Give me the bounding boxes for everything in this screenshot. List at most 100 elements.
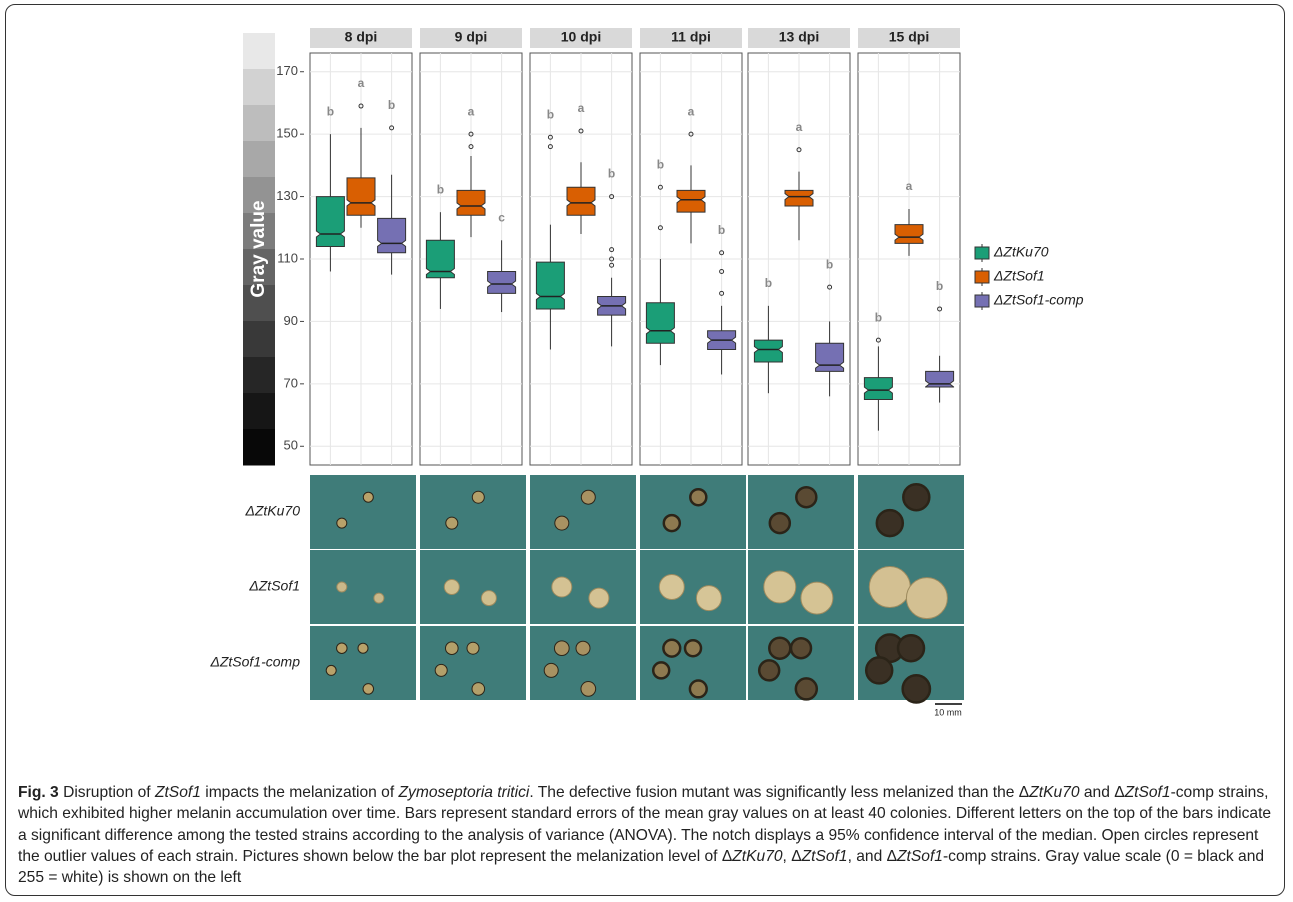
significance-letter: a — [906, 179, 913, 193]
colony — [472, 491, 484, 503]
caption-text: ZtSof1 — [802, 848, 848, 865]
colony — [446, 517, 458, 529]
plate-photo — [530, 475, 636, 549]
significance-letter: b — [388, 98, 395, 112]
colony — [446, 642, 459, 655]
gray-scale-block — [243, 105, 275, 142]
box — [646, 303, 674, 344]
colony — [552, 577, 572, 597]
y-tick-label: 130 — [276, 188, 298, 203]
colony — [906, 578, 947, 619]
facet-label: 10 dpi — [561, 29, 601, 45]
plate-photo — [420, 550, 526, 624]
caption-text: ZtSof1 — [1125, 784, 1171, 801]
plate-photo — [748, 475, 854, 549]
colony — [869, 567, 910, 608]
y-tick-label: 150 — [276, 126, 298, 141]
box — [864, 378, 892, 400]
caption-text: Disruption of — [59, 784, 155, 801]
caption: Fig. 3 Disruption of ZtSof1 impacts the … — [18, 782, 1280, 888]
colony — [581, 490, 595, 504]
caption-label: Fig. 3 — [18, 784, 59, 801]
plate-photo — [310, 550, 416, 624]
y-tick-label: 50 — [284, 438, 298, 453]
significance-letter: b — [437, 182, 444, 196]
caption-text: ZtSof1 — [897, 848, 943, 865]
colony — [337, 582, 347, 592]
caption-text: Zymoseptoria tritici — [399, 784, 530, 801]
colony — [337, 643, 348, 654]
colony — [576, 641, 590, 655]
colony — [326, 665, 336, 675]
caption-text: ZtSof1 — [155, 784, 201, 801]
caption-text: impacts the melanization of — [201, 784, 399, 801]
gray-scale-block — [243, 69, 275, 106]
facet-label: 11 dpi — [671, 29, 711, 45]
colony — [796, 678, 817, 699]
facet-label: 8 dpi — [345, 29, 378, 45]
box — [347, 178, 375, 215]
box — [754, 340, 782, 362]
legend-swatch — [975, 271, 989, 283]
colony — [866, 657, 892, 683]
caption-text: . The defective fusion mutant was signif… — [529, 784, 1029, 801]
colony — [877, 510, 903, 536]
caption-text: and Δ — [1080, 784, 1125, 801]
box — [816, 343, 844, 371]
row-label: ΔZtSof1-comp — [209, 654, 300, 670]
box — [378, 218, 406, 252]
colony — [581, 682, 596, 697]
significance-letter: b — [936, 279, 943, 293]
colony — [363, 492, 373, 502]
colony — [374, 593, 384, 603]
caption-text: , Δ — [783, 848, 802, 865]
colony — [363, 684, 374, 695]
significance-letter: a — [796, 120, 803, 134]
legend-label: ΔZtSof1 — [993, 268, 1045, 284]
colony — [555, 516, 569, 530]
colony — [764, 571, 796, 603]
caption-text: ZtKu70 — [732, 848, 782, 865]
y-tick-label: 110 — [277, 250, 298, 265]
significance-letter: a — [358, 76, 365, 90]
colony — [690, 489, 706, 505]
legend-swatch — [975, 247, 989, 259]
significance-letter: b — [327, 104, 334, 118]
gray-scale-block — [243, 33, 275, 70]
box — [488, 271, 516, 293]
legend-label: ΔZtSof1-comp — [993, 292, 1084, 308]
colony — [337, 518, 347, 528]
colony — [435, 664, 447, 676]
box — [785, 190, 813, 206]
box — [926, 371, 954, 387]
colony — [659, 575, 684, 600]
colony — [653, 662, 669, 678]
colony — [770, 513, 790, 533]
colony — [444, 580, 459, 595]
colony — [791, 638, 811, 658]
facet-label: 13 dpi — [779, 29, 819, 45]
colony — [690, 681, 707, 698]
significance-letter: a — [688, 104, 695, 118]
significance-letter: b — [608, 167, 615, 181]
box — [457, 190, 485, 215]
significance-letter: b — [547, 107, 554, 121]
significance-letter: b — [718, 223, 725, 237]
gray-scale-block — [243, 321, 275, 358]
plate-photo — [530, 550, 636, 624]
facet-label: 15 dpi — [889, 29, 929, 45]
y-tick-label: 170 — [276, 63, 298, 78]
colony — [903, 675, 930, 702]
colony — [589, 588, 609, 608]
colony — [796, 487, 816, 507]
legend-swatch — [975, 295, 989, 307]
box — [316, 197, 344, 247]
y-tick-label: 90 — [284, 313, 298, 328]
colony — [801, 582, 833, 614]
significance-letter: b — [657, 157, 664, 171]
significance-letter: b — [826, 257, 833, 271]
colony — [472, 683, 485, 696]
gray-scale-block — [243, 141, 275, 178]
page: Gray value 5070901101301501708 dpibab9 d… — [0, 0, 1293, 902]
